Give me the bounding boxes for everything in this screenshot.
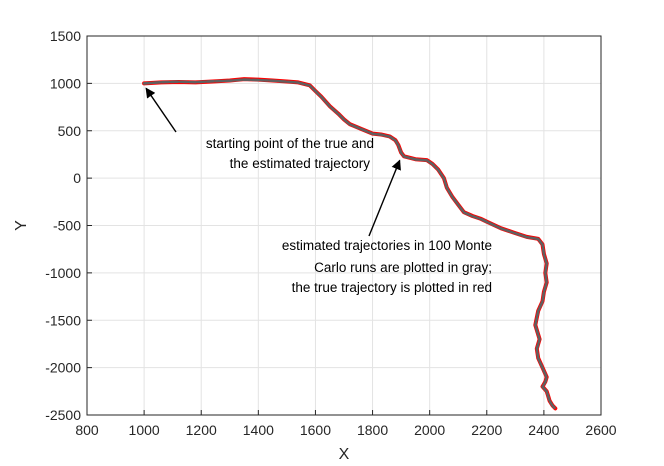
x-tick-label: 2600: [585, 422, 616, 438]
y-tick-label: -2000: [45, 360, 81, 376]
x-axis-label: X: [339, 446, 350, 463]
y-tick-label: -1000: [45, 265, 81, 281]
x-tick-label: 1600: [300, 422, 331, 438]
y-axis-label: Y: [13, 220, 30, 231]
x-tick-label: 800: [75, 422, 99, 438]
annotation-mc-arrow: [368, 159, 401, 237]
annotations: starting point of the true and the estima…: [145, 87, 492, 295]
y-tick-label: -2500: [45, 407, 81, 423]
ticks: 800 1000 1200 1400 1600 1800 2000 2200 2400 2600 -…: [45, 28, 617, 438]
series-layer: [142, 77, 558, 411]
y-tick-label: 0: [73, 170, 81, 186]
y-tick-label: -1500: [45, 312, 81, 328]
annotation-start-arrow: [145, 87, 177, 133]
x-tick-label: 2000: [414, 422, 445, 438]
x-tick-label: 1000: [129, 422, 160, 438]
annotation-mc-text: Carlo runs are plotted in gray;: [314, 260, 492, 275]
y-tick-label: 1500: [50, 28, 81, 44]
estimated-trajectory-line: [142, 78, 557, 410]
y-tick-label: -500: [53, 218, 81, 234]
annotation-start-text: starting point of the true and: [206, 136, 374, 151]
annotation-start-text: the estimated trajectory: [230, 156, 371, 171]
x-tick-label: 2200: [471, 422, 502, 438]
y-tick-label: 500: [58, 123, 82, 139]
annotation-mc-text: estimated trajectories in 100 Monte: [282, 238, 492, 253]
y-tick-label: 1000: [50, 75, 81, 91]
x-tick-label: 1400: [243, 422, 274, 438]
annotation-mc-text: the true trajectory is plotted in red: [292, 280, 492, 295]
x-tick-label: 1800: [357, 422, 388, 438]
x-tick-label: 2400: [528, 422, 559, 438]
x-tick-label: 1200: [186, 422, 217, 438]
